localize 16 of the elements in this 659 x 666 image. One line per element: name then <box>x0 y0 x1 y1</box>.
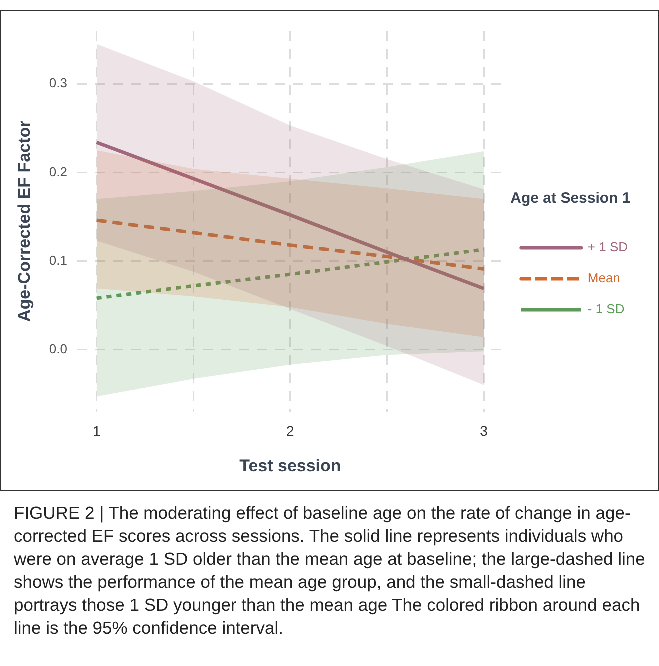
x-tick-label: 2 <box>286 423 295 440</box>
legend-label: - 1 SD <box>588 302 625 317</box>
y-tick-label: 0.3 <box>49 76 68 91</box>
line-series <box>95 218 486 271</box>
line-series <box>95 248 486 300</box>
y-axis-title: Age-Corrected EF Factor <box>14 120 34 322</box>
y-tick-label: 0.2 <box>49 164 68 180</box>
x-tick-label: 3 <box>480 423 488 440</box>
x-axis-title: Test session <box>240 456 342 476</box>
y-tick-label: 0.0 <box>49 341 68 356</box>
caption: FIGURE 2 | The moderating effect of baseline age on the rate of change in age-corrected EF scores across sessions. The solid line represents individuals who were on average 1 SD older than the mean age at baseline; the large-dashed line shows the performance of the mean age group, and the small-dashed line portrays those 1 SD younger than the mean age The colored ribbon around each line is the 95% confidence interval. <box>14 502 646 640</box>
legend-label: Mean <box>588 270 620 286</box>
legend-title: Age at Session 1 <box>510 190 631 208</box>
x-tick-label: 1 <box>92 423 101 440</box>
y-tick-label: 0.1 <box>49 252 68 268</box>
legend-label: + 1 SD <box>588 240 628 255</box>
